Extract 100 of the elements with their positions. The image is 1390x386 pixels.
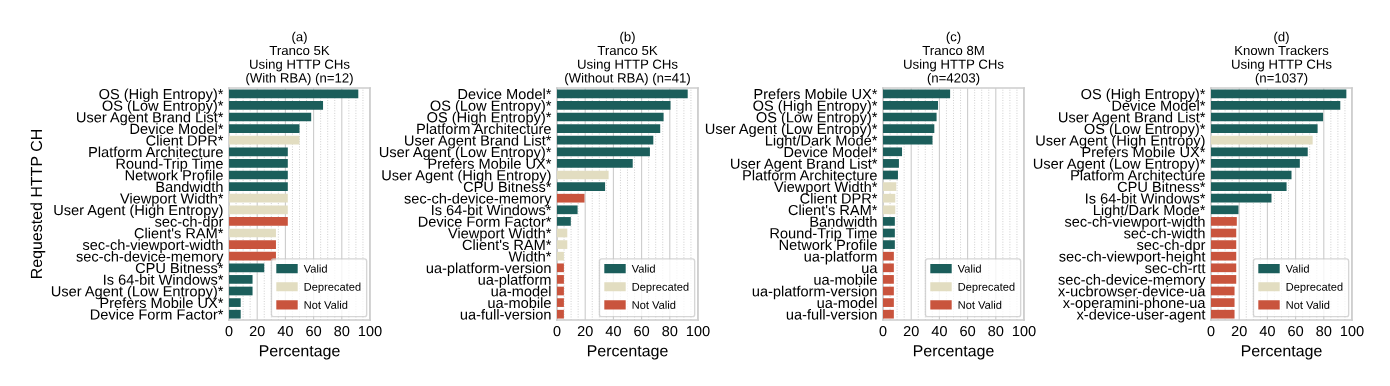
x-tick-label: 20 — [903, 325, 919, 337]
x-tick-label: 60 — [1288, 325, 1304, 337]
bar — [883, 135, 933, 145]
x-tick-label: 20 — [577, 325, 593, 337]
bar — [1211, 193, 1272, 203]
bar — [1211, 217, 1237, 226]
bar — [557, 182, 606, 191]
bar — [229, 124, 300, 133]
bar — [557, 101, 671, 110]
legend-label: Valid — [631, 264, 655, 273]
bar — [557, 147, 650, 157]
y-tick-label: Device Form Factor* — [418, 216, 552, 227]
legend-label: Valid — [957, 264, 981, 273]
bar — [1211, 309, 1235, 319]
bar — [883, 193, 896, 203]
bar — [557, 217, 571, 226]
bar — [229, 309, 241, 319]
legend-label: Valid — [303, 264, 327, 273]
bar — [1211, 240, 1237, 249]
y-tick-label: Is 64-bit Windows* — [104, 274, 224, 285]
x-tick-label: 80 — [334, 325, 350, 337]
bar — [557, 286, 564, 296]
bar — [1211, 135, 1313, 145]
y-tick-label: Prefers Mobile UX* — [428, 158, 552, 169]
bar — [1211, 298, 1235, 307]
bar — [883, 263, 894, 273]
bar — [883, 124, 935, 133]
chart-title: (b) Tranco 5K Using HTTP CHs (Without RBA) (n=41) — [565, 31, 690, 86]
bar — [229, 298, 241, 307]
x-tick-label: 0 — [1207, 325, 1215, 337]
bar — [229, 240, 276, 249]
x-tick-label: 20 — [1231, 325, 1247, 337]
bar — [557, 124, 661, 133]
bar — [229, 159, 288, 168]
chart-title: (a) Tranco 5K Using HTTP CHs (With RBA) (n=12) — [246, 31, 353, 86]
bar — [1211, 124, 1318, 133]
bar — [883, 217, 895, 226]
bar — [557, 159, 633, 168]
x-tick-label: 0 — [225, 325, 233, 337]
bar — [557, 205, 578, 215]
x-tick-label: 100 — [1340, 325, 1364, 337]
x-tick-label: 60 — [634, 325, 650, 337]
y-tick-label: ua-full-version — [460, 308, 551, 320]
x-tick-label: 40 — [605, 325, 621, 337]
bar — [229, 170, 288, 180]
y-tick-label: Client DPR* — [146, 134, 224, 146]
x-tick-label: 80 — [988, 325, 1004, 337]
bar — [883, 286, 894, 296]
bar — [229, 263, 265, 273]
bar — [883, 298, 894, 307]
y-tick-label: ua-mobile — [488, 297, 551, 309]
bar — [557, 135, 654, 145]
bar — [229, 89, 359, 99]
y-tick-label: Bandwidth — [810, 216, 877, 227]
legend-label: Deprecated — [958, 282, 1015, 293]
legend-label: Not Valid — [958, 300, 1002, 309]
x-tick-label: 40 — [931, 325, 947, 337]
bar — [1211, 101, 1341, 110]
y-tick-label: sec-ch-viewport-width — [82, 239, 223, 253]
bar — [229, 135, 300, 145]
bar — [1211, 263, 1237, 273]
bar — [1211, 112, 1324, 122]
y-tick-label: OS (High Entropy)* — [1081, 88, 1206, 103]
bar — [1211, 251, 1237, 261]
y-tick-label: ua-mobile — [814, 274, 877, 285]
bar — [229, 228, 276, 238]
y-tick-label: ua-full-version — [786, 308, 877, 320]
bar — [557, 298, 564, 307]
chart-title: (d) Known Trackers Using HTTP CHs (n=1037) — [1232, 31, 1332, 86]
bar — [1211, 286, 1235, 296]
x-tick-label: 100 — [1012, 325, 1036, 337]
x-axis-title: Percentage — [1241, 345, 1322, 360]
bar — [1211, 182, 1287, 191]
legend-label: Valid — [1285, 264, 1309, 273]
bar — [229, 182, 288, 191]
x-axis-title: Percentage — [913, 345, 994, 360]
y-tick-label: x-operamini-phone-ua — [1062, 297, 1206, 311]
y-tick-label: Width* — [508, 250, 552, 262]
x-tick-label: 40 — [277, 325, 293, 337]
y-tick-label: Platform Architecture — [89, 146, 223, 158]
bar — [557, 309, 564, 319]
bar — [557, 275, 564, 284]
bar — [557, 193, 585, 203]
bar — [557, 240, 568, 249]
y-tick-label: Device Model* — [458, 88, 552, 100]
bar — [883, 228, 895, 238]
bar — [883, 205, 896, 215]
bar — [883, 275, 894, 284]
x-tick-label: 0 — [553, 325, 561, 337]
y-tick-label: sec-ch-dpr — [1136, 239, 1206, 253]
bar — [883, 182, 897, 191]
y-tick-label: x-device-user-agent — [1076, 308, 1206, 323]
y-tick-label: Prefers Mobile UX* — [754, 88, 878, 100]
bar — [883, 101, 938, 110]
bar — [1211, 159, 1300, 168]
y-tick-label: CPU Bitness* — [1117, 181, 1206, 193]
x-tick-label: 20 — [249, 325, 265, 337]
bar — [1211, 275, 1237, 284]
x-tick-label: 60 — [306, 325, 322, 337]
bar — [229, 193, 288, 203]
